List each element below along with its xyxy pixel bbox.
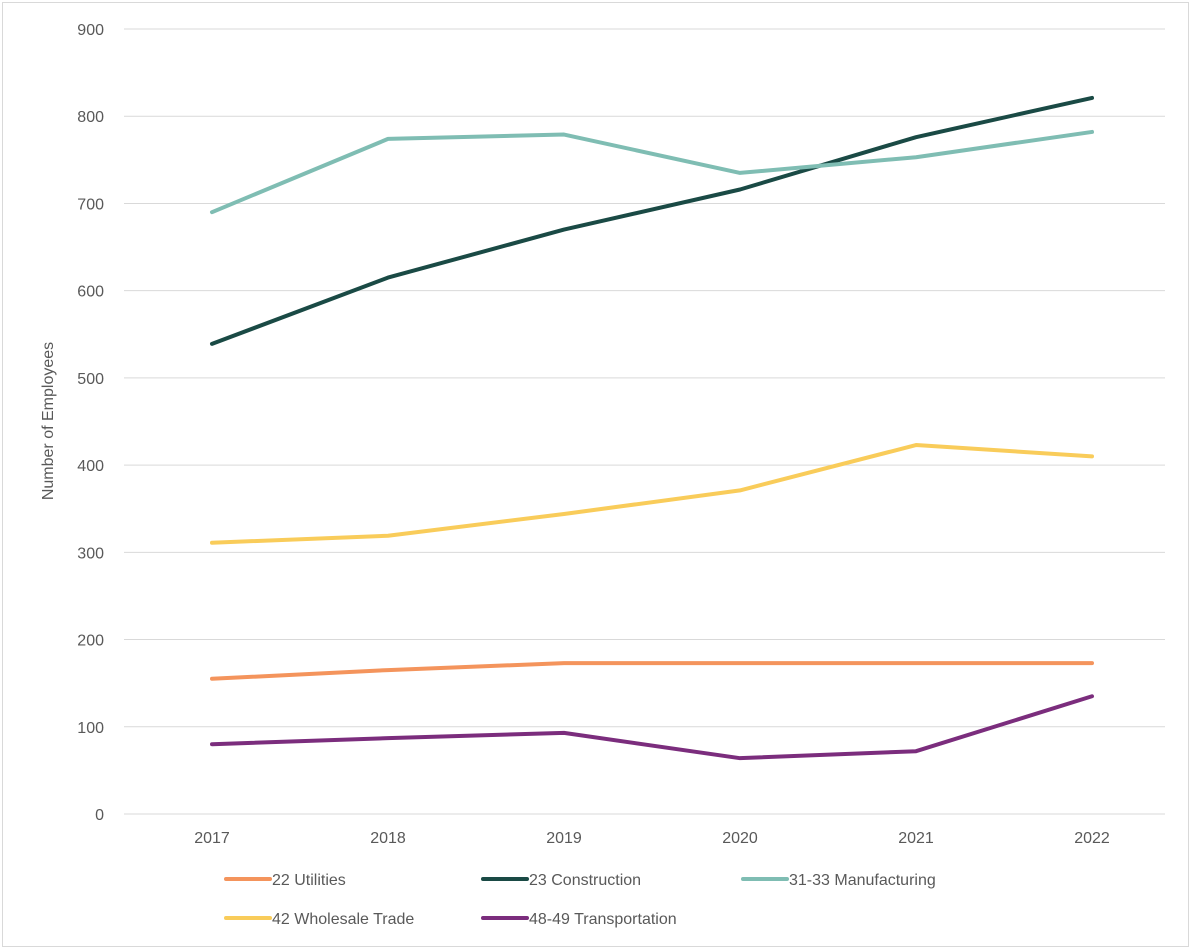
series-line-4: [210, 443, 1094, 545]
y-axis-title: Number of Employees: [40, 342, 57, 500]
series-lines: [210, 95, 1094, 761]
legend-item: 42 Wholesale Trade: [224, 911, 414, 928]
x-tick-label: 2018: [370, 830, 406, 847]
legend-item: 23 Construction: [481, 872, 641, 889]
series-line-1: [210, 661, 1094, 681]
legend: 22 Utilities 23 Construction 31-33 Manufac…: [224, 872, 936, 928]
y-tick-label: 300: [77, 545, 104, 562]
x-axis-ticks: 2017 2018 2019 2020 2021 2022: [194, 830, 1110, 847]
y-axis-ticks: 0 100 200 300 400 500 600 700 800 900: [77, 22, 104, 824]
y-tick-label: 700: [77, 196, 104, 213]
legend-label: 42 Wholesale Trade: [272, 911, 414, 928]
series-line-2: [210, 95, 1094, 346]
y-tick-label: 800: [77, 109, 104, 126]
x-tick-label: 2017: [194, 830, 230, 847]
x-tick-label: 2022: [1074, 830, 1110, 847]
y-tick-label: 100: [77, 720, 104, 737]
legend-label: 31-33 Manufacturing: [789, 872, 936, 889]
y-tick-label: 500: [77, 371, 104, 388]
x-tick-label: 2020: [722, 830, 758, 847]
y-tick-label: 200: [77, 633, 104, 650]
legend-label: 23 Construction: [529, 872, 641, 889]
legend-item: 22 Utilities: [224, 872, 346, 889]
y-tick-label: 400: [77, 458, 104, 475]
legend-item: 31-33 Manufacturing: [741, 872, 936, 889]
legend-label: 22 Utilities: [272, 872, 346, 889]
series-line-5: [210, 694, 1094, 761]
gridlines: [124, 28, 1165, 815]
x-tick-label: 2019: [546, 830, 582, 847]
x-tick-label: 2021: [898, 830, 934, 847]
y-tick-label: 0: [95, 807, 104, 824]
legend-label: 48-49 Transportation: [529, 911, 677, 928]
y-tick-label: 600: [77, 284, 104, 301]
legend-item: 48-49 Transportation: [481, 911, 677, 928]
series-line-3: [210, 129, 1094, 215]
y-tick-label: 900: [77, 22, 104, 39]
